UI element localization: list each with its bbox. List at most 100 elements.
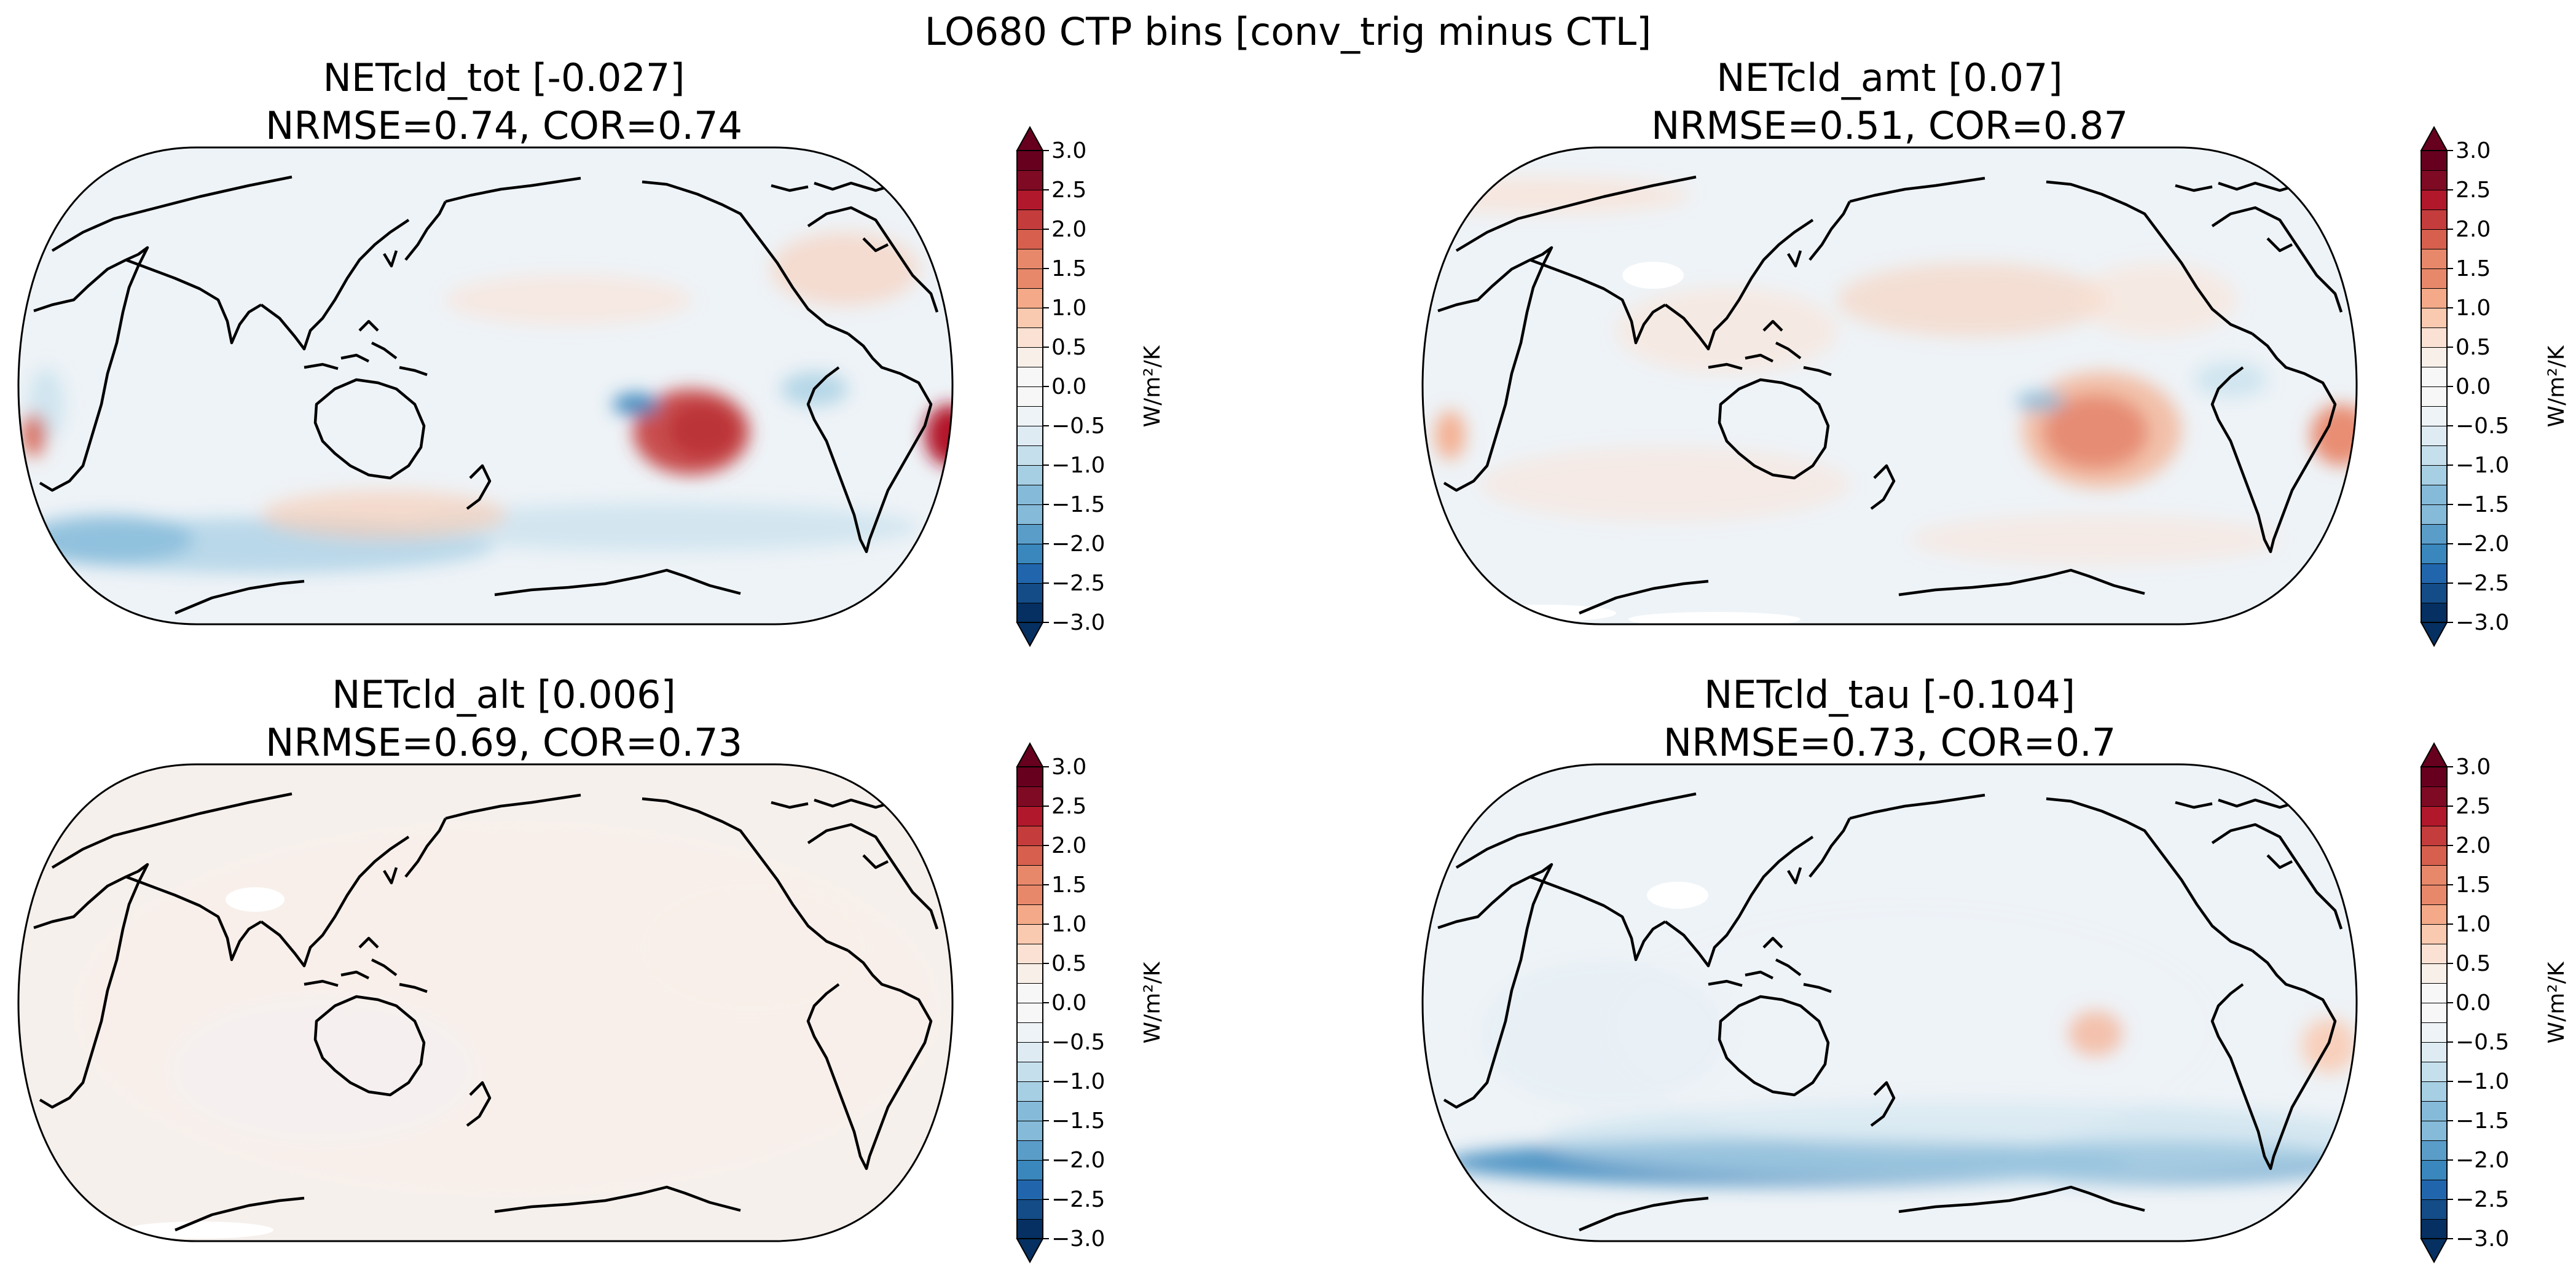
anomaly-field (1481, 447, 1850, 521)
colorbar-band (1016, 982, 1043, 1003)
colorbar-band (1016, 229, 1043, 249)
coastline (466, 1081, 492, 1127)
colorbar-band (2421, 406, 2448, 426)
coastline (445, 176, 581, 203)
colorbar-band (2421, 229, 2448, 249)
colorbar-band (1016, 1022, 1043, 1043)
colorbar-extend-max (1016, 125, 1044, 151)
colorbar-netcld-tot: 3.0 2.5 2.0 1.5 1.0 0.5 0.0 −0.5 −1.0 −1.5 −2.0 −2.… (1011, 125, 1195, 652)
colorbar-band (1016, 864, 1043, 885)
coastline (2210, 949, 2337, 1170)
coastline (1849, 793, 1985, 820)
panel-title-line2: NRMSE=0.73, COR=0.7 (1663, 720, 2116, 765)
coastline (1455, 175, 1697, 252)
colorbar-tick-label: 0.5 (1051, 951, 1086, 976)
colorbar-band (2421, 1022, 2448, 1043)
anomaly-field (1616, 288, 1837, 374)
coastline (1870, 1081, 1896, 1127)
colorbar-band (2421, 347, 2448, 367)
coastline (2211, 206, 2343, 313)
colorbar-band (2421, 1199, 2448, 1220)
colorbar-band (2421, 1120, 2448, 1141)
colorbar-tick-label: 1.0 (2456, 912, 2491, 937)
colorbar-band (1016, 1081, 1043, 1102)
colorbar-tick-label: 1.0 (1051, 912, 1086, 937)
colorbar-band (2421, 582, 2448, 603)
colorbar-band (1016, 1120, 1043, 1141)
colorbar-band (1016, 523, 1043, 544)
colorbar-netcld-amt: 3.0 2.5 2.0 1.5 1.0 0.5 0.0 −0.5 −1.0 −1.5 −2.0 −2.… (2415, 125, 2576, 652)
coastline (1718, 995, 1830, 1097)
map-svg (17, 763, 954, 1242)
colorbar-band (2421, 563, 2448, 584)
coastline (642, 797, 849, 952)
coastline (806, 949, 933, 1170)
masked-region (126, 1221, 273, 1239)
coastline (383, 200, 447, 268)
map-svg (1421, 763, 2358, 1242)
anomaly-field (1911, 515, 2280, 564)
colorbar-band (1016, 1140, 1043, 1161)
coastline (125, 258, 262, 345)
map-outline (1421, 146, 2358, 625)
colorbar-band (1016, 602, 1043, 623)
colorbar-tick-label: 0.5 (2456, 951, 2491, 976)
colorbar-band (2421, 543, 2448, 564)
colorbar-svg: 3.0 2.5 2.0 1.5 1.0 0.5 0.0 −0.5 −1.0 −1.5 −2.0 −2.… (1016, 125, 1165, 648)
coastline (304, 320, 428, 377)
colorbar-band (2421, 1061, 2448, 1082)
colorbar-extend-max (2420, 742, 2448, 767)
coastline (1530, 875, 1667, 962)
colorbar-band (2421, 806, 2448, 826)
colorbar-band (1016, 1179, 1043, 1200)
colorbar-tick-label: −3.0 (1051, 1226, 1105, 1252)
colorbar-band (1016, 1199, 1043, 1220)
colorbar-band (2421, 366, 2448, 387)
colorbar-tick-label: −0.5 (2456, 1030, 2509, 1055)
map-outline (17, 146, 954, 625)
colorbar-band (1016, 845, 1043, 866)
colorbar-svg: 3.0 2.5 2.0 1.5 1.0 0.5 0.0 −0.5 −1.0 −1.5 −2.0 −2.… (2420, 742, 2569, 1264)
colorbar-band (1016, 327, 1043, 348)
coastline (1849, 176, 1985, 203)
panel-title-netcld-amt: NETcld_amt [0.07] NRMSE=0.51, COR=0.87 (1410, 54, 2369, 150)
colorbar-band (1016, 445, 1043, 466)
coastline (260, 836, 410, 968)
colorbar-band (2421, 189, 2448, 210)
colorbar-tick-label: −1.5 (1051, 1108, 1105, 1134)
colorbar-band (2421, 1159, 2448, 1180)
colorbar-band (1016, 209, 1043, 230)
colorbar-band (1016, 366, 1043, 387)
colorbar-netcld-tau: 3.0 2.5 2.0 1.5 1.0 0.5 0.0 −0.5 −1.0 −1.5 −2.0 −2.… (2415, 742, 2576, 1268)
coastline (445, 793, 581, 820)
panel-title-line1: NETcld_amt [0.07] (1716, 55, 2063, 100)
coastline (1870, 464, 1896, 510)
panel-title-line2: NRMSE=0.69, COR=0.73 (265, 720, 743, 765)
coastline (2046, 797, 2253, 952)
colorbar-extend-min (2420, 1238, 2448, 1264)
colorbar-band (2421, 445, 2448, 466)
coastline (313, 378, 426, 480)
colorbar-band (1016, 806, 1043, 826)
colorbar-tick-label: 2.0 (1051, 833, 1086, 858)
anomaly-field (1837, 263, 2108, 337)
panel-title-line2: NRMSE=0.51, COR=0.87 (1651, 103, 2129, 148)
anomaly-field (2022, 372, 2181, 488)
anomaly-field (633, 389, 750, 475)
anomaly-field (2311, 404, 2357, 466)
colorbar-band (1016, 150, 1043, 171)
colorbar-band (1016, 786, 1043, 807)
colorbar-band (2421, 209, 2448, 230)
colorbar-netcld-alt: 3.0 2.5 2.0 1.5 1.0 0.5 0.0 −0.5 −1.0 −1.5 −2.0 −2.… (1011, 742, 1195, 1268)
anomaly-field (1481, 960, 1727, 1107)
colorbar-tick-label: 2.5 (1051, 794, 1086, 819)
coastline (1708, 320, 1832, 377)
anomaly-field (630, 874, 876, 1021)
colorbar-svg: 3.0 2.5 2.0 1.5 1.0 0.5 0.0 −0.5 −1.0 −1.5 −2.0 −2.… (1016, 742, 1165, 1264)
anomaly-field (2077, 263, 2237, 337)
colorbar-tick-label: −1.0 (2456, 1069, 2509, 1094)
coastline (807, 206, 939, 313)
coastline (51, 792, 293, 869)
coastline (806, 332, 933, 554)
coastline (1579, 568, 2145, 615)
